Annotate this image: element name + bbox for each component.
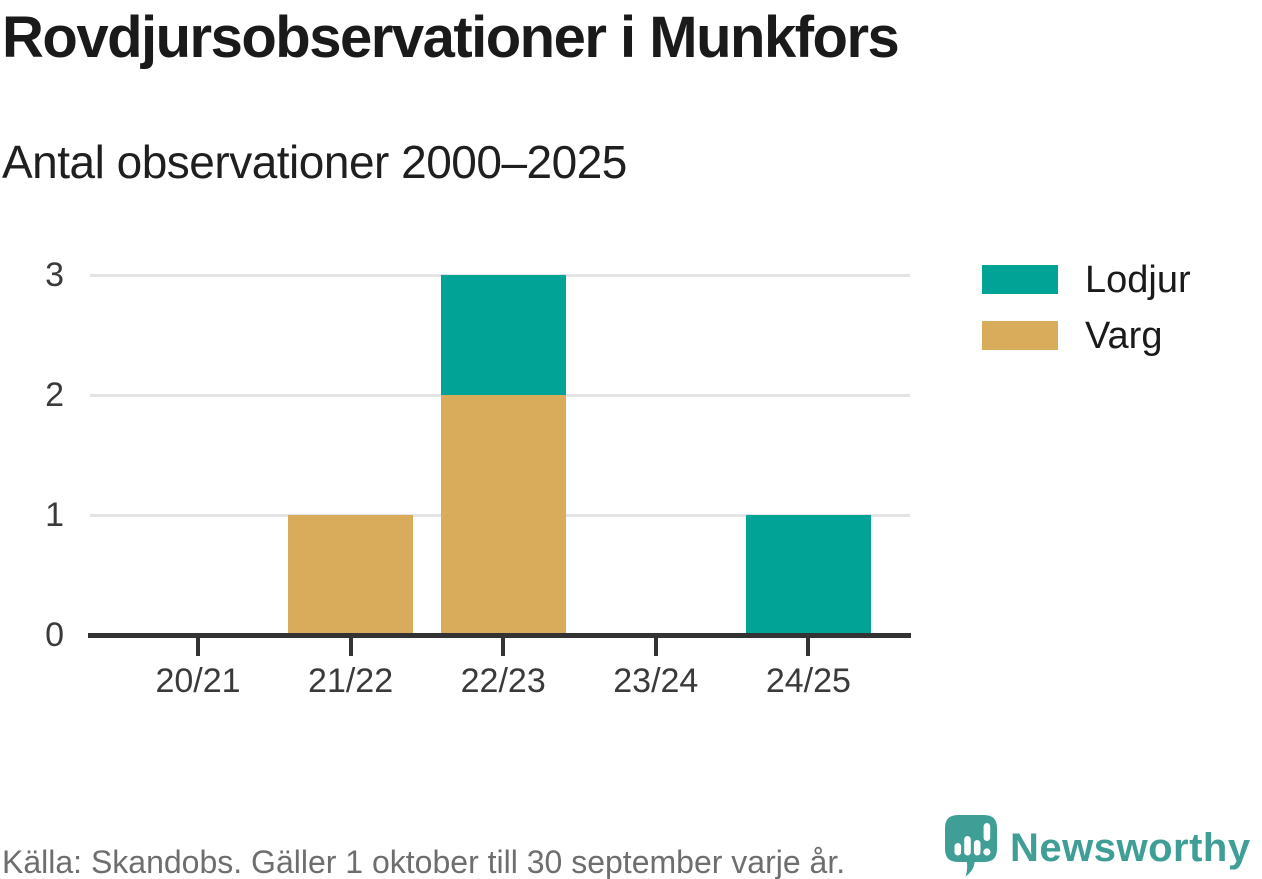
y-tick-label: 3 [45,256,64,294]
x-tick-mark [501,635,506,656]
newsworthy-logo-icon [945,815,997,877]
x-tick-mark [196,635,200,656]
brand-name: Newsworthy [1010,826,1251,870]
x-tick-label: 21/22 [308,662,394,700]
legend-swatch-lodjur [982,265,1058,294]
x-tick-label: 23/24 [613,662,699,700]
legend-label-lodjur: Lodjur [1085,259,1191,301]
bar-segment-varg [288,515,414,635]
x-tick-label: 22/23 [460,662,546,700]
source-note: Källa: Skandobs. Gäller 1 oktober till 3… [2,844,846,879]
bar-segment-varg [440,395,566,635]
y-tick-label: 0 [45,616,64,654]
x-tick-mark [653,635,658,656]
x-tick-label: 24/25 [765,662,851,700]
y-tick-label: 2 [45,376,64,414]
y-tick-label: 1 [45,496,64,534]
newsworthy-brand: Newsworthy [944,815,1262,879]
bar-segment-lodjur [440,275,566,395]
chart-subtitle: Antal observationer 2000–2025 [2,136,627,188]
chart-title: Rovdjursobservationer i Munkfors [2,5,900,70]
x-tick-mark [806,635,811,656]
x-tick-label: 20/21 [155,662,241,700]
axis-baseline [88,633,911,638]
x-tick-mark [348,635,353,656]
bar-segment-lodjur [745,515,871,635]
legend-label-varg: Varg [1085,315,1163,357]
legend-swatch-varg [982,321,1058,350]
